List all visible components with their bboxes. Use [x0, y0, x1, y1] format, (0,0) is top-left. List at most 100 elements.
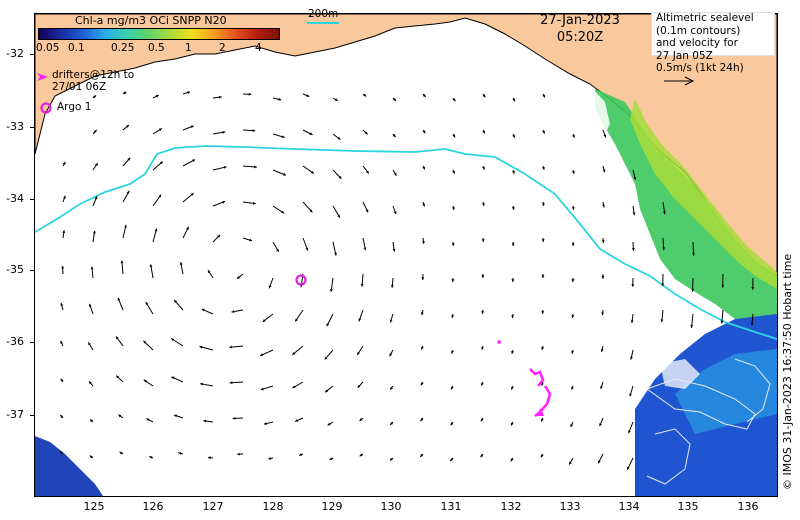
lon-label-125: 125 [83, 500, 105, 513]
velocity-arrowhead [357, 351, 360, 355]
velocity-arrowhead [482, 130, 485, 134]
velocity-arrowhead [450, 422, 454, 426]
velocity-arrowhead [120, 260, 124, 264]
lat-tick [30, 54, 35, 55]
velocity-arrowhead [541, 239, 545, 242]
velocity-arrowhead [481, 202, 485, 206]
velocity-arrowhead [691, 289, 695, 292]
velocity-arrowhead [571, 279, 575, 282]
chl-cloud-mask [565, 84, 610, 144]
velocity-arrowhead [124, 224, 127, 228]
velocity-arrowhead [571, 243, 575, 246]
velocity-arrowhead [420, 418, 424, 422]
velocity-arrowhead [512, 134, 515, 138]
velocity-arrowhead [421, 277, 425, 281]
velocity-arrowhead [143, 379, 147, 383]
velocity-arrowhead [630, 356, 633, 360]
chl-cloud-mask [660, 359, 700, 389]
velocity-arrowhead [174, 414, 178, 418]
velocity-arrowhead [236, 276, 240, 279]
lat-label-32: -32 [6, 47, 24, 60]
velocity-arrowhead [422, 203, 426, 207]
legend-line: and velocity for [656, 37, 738, 49]
isobath-legend-line [307, 22, 339, 24]
map-canvas[interactable] [35, 14, 777, 496]
velocity-arrowhead [602, 204, 605, 208]
map-frame[interactable] [34, 13, 778, 497]
velocity-arrowhead [690, 325, 694, 328]
velocity-arrowhead [309, 209, 313, 213]
velocity-arrowhead [88, 303, 92, 307]
velocity-arrowhead [310, 170, 314, 174]
drifter-tracks[interactable] [497, 340, 552, 417]
velocity-arrowhead [360, 283, 364, 287]
velocity-arrowhead [628, 430, 631, 434]
velocity-arrowhead [174, 300, 177, 303]
velocity-arrowhead [263, 422, 267, 425]
velocity-arrowhead [281, 210, 285, 214]
velocity-arrowhead [363, 247, 367, 251]
legend-arrow-icon [664, 76, 695, 86]
bathy-200m-contour [35, 145, 777, 340]
velocity-arrowhead [392, 134, 396, 138]
velocity-arrowhead [123, 91, 127, 95]
velocity-arrowhead [92, 230, 96, 234]
velocity-arrowhead [598, 460, 601, 464]
velocity-arrowhead [366, 170, 369, 174]
drifter-track[interactable] [534, 385, 552, 417]
velocity-arrowhead [390, 285, 394, 288]
lat-label-33: -33 [6, 120, 24, 133]
velocity-arrowhead [390, 421, 394, 425]
isobath-label: 200m [308, 8, 339, 20]
legend-line: Altimetric sealevel [656, 12, 754, 24]
colorbar [38, 28, 280, 40]
velocity-arrowhead [450, 458, 454, 461]
lat-label-34: -34 [6, 192, 24, 205]
velocity-arrowhead [154, 228, 158, 232]
drifter-arrowhead[interactable] [535, 408, 544, 416]
lon-label-131: 131 [440, 500, 462, 513]
velocity-arrowhead [281, 135, 285, 139]
velocity-arrowhead [158, 128, 162, 132]
chl-coastal-band [595, 89, 777, 344]
velocity-arrowhead [481, 311, 485, 314]
velocity-arrowhead [421, 346, 424, 350]
velocity-arrowhead [190, 193, 194, 196]
velocity-arrowhead [482, 166, 485, 170]
lon-label-133: 133 [559, 500, 581, 513]
velocity-arrowhead [660, 319, 664, 323]
velocity-arrowhead [420, 312, 424, 316]
drifter-point[interactable] [497, 340, 501, 344]
velocity-arrowhead [750, 322, 754, 326]
colorbar-tick: 1 [185, 42, 192, 54]
lat-label-36: -36 [6, 335, 24, 348]
velocity-arrowhead [363, 93, 367, 97]
velocity-arrowhead [93, 129, 97, 133]
velocity-arrowhead [201, 308, 205, 312]
velocity-arrowhead [480, 454, 484, 458]
velocity-arrowhead [93, 95, 97, 99]
velocity-arrowhead [481, 239, 485, 242]
velocity-arrowhead [203, 419, 207, 423]
colorbar-tick: 0.5 [148, 42, 165, 54]
velocity-arrowhead [540, 454, 544, 458]
velocity-arrowhead [171, 376, 175, 380]
velocity-arrowhead [389, 457, 393, 461]
velocity-arrowhead [337, 136, 341, 140]
velocity-arrowhead [252, 129, 256, 133]
velocity-arrowhead [260, 353, 264, 356]
velocity-arrowhead [292, 352, 296, 355]
velocity-arrowhead [601, 240, 605, 243]
velocity-arrowhead [295, 419, 299, 422]
velocity-arrowhead [541, 382, 544, 386]
velocity-arrowhead [305, 247, 309, 251]
drifter-track[interactable] [529, 368, 545, 387]
velocity-arrowhead [451, 315, 455, 318]
legend-line: (0.1m contours) [656, 24, 741, 37]
velocity-arrowhead [599, 423, 602, 427]
velocity-arrowhead [325, 389, 329, 393]
velocity-arrowhead [631, 284, 635, 287]
argo-float-marker[interactable] [295, 274, 307, 286]
velocity-arrowhead [62, 161, 66, 165]
time-text: 05:20Z [556, 30, 604, 45]
